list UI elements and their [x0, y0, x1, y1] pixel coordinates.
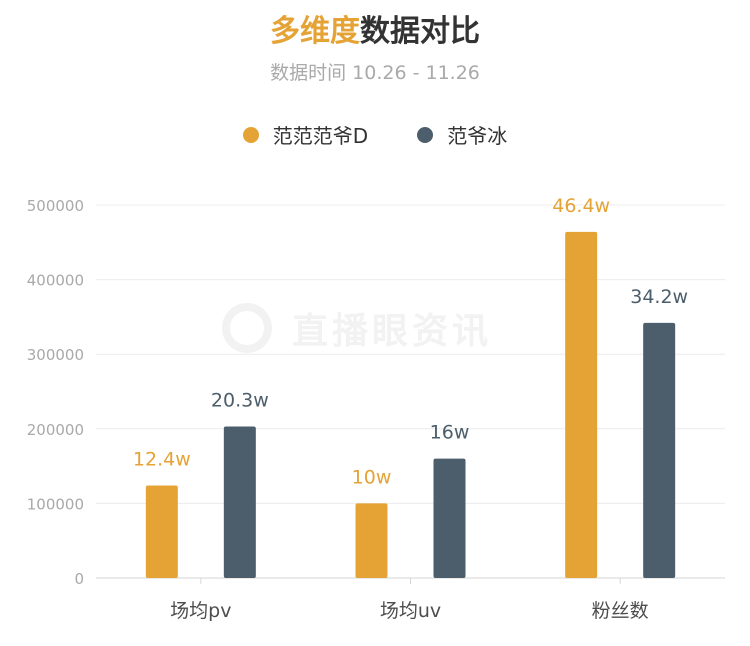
chart-title-accent: 多维度 — [270, 14, 360, 49]
chart-legend: 范范范爷D 范爷冰 — [0, 120, 750, 149]
watermark-text: 直播眼资讯 — [292, 311, 493, 352]
y-tick-label: 100000 — [27, 495, 84, 513]
bar — [643, 322, 676, 578]
data-label: 16w — [430, 422, 470, 444]
bar — [223, 426, 256, 578]
data-label: 34.2w — [630, 286, 688, 308]
y-tick-label: 500000 — [27, 197, 84, 215]
data-label: 46.4w — [552, 195, 610, 217]
watermark: 直播眼资讯 — [222, 302, 492, 354]
chart-subtitle: 数据时间 10.26 - 11.26 — [270, 62, 480, 84]
y-tick-label: 400000 — [27, 272, 84, 290]
legend-item-series-1[interactable]: 范范范爷D — [242, 120, 369, 149]
bar — [355, 503, 388, 578]
legend-label-series-2: 范爷冰 — [447, 124, 508, 148]
chart-title-rest: 数据对比 — [360, 14, 480, 49]
x-tick-label: 场均uv — [380, 600, 441, 622]
bar — [145, 485, 178, 578]
y-tick-label: 300000 — [27, 346, 84, 364]
x-tick-label: 粉丝数 — [592, 600, 649, 622]
legend-label-series-1: 范范范爷D — [272, 124, 369, 148]
x-tick-label: 场均pv — [170, 600, 231, 622]
bar — [433, 458, 466, 578]
y-tick-label: 200000 — [27, 421, 84, 439]
bar — [565, 231, 598, 578]
legend-dot-series-2 — [417, 126, 434, 143]
legend-item-series-2[interactable]: 范爷冰 — [417, 120, 507, 149]
y-tick-label: 0 — [74, 570, 84, 588]
watermark-logo-icon — [222, 303, 272, 353]
data-label: 12.4w — [133, 448, 191, 470]
data-label: 20.3w — [211, 390, 269, 412]
chart-title: 多维度数据对比 — [0, 6, 750, 50]
data-label: 10w — [352, 466, 392, 488]
legend-dot-series-1 — [242, 126, 259, 143]
